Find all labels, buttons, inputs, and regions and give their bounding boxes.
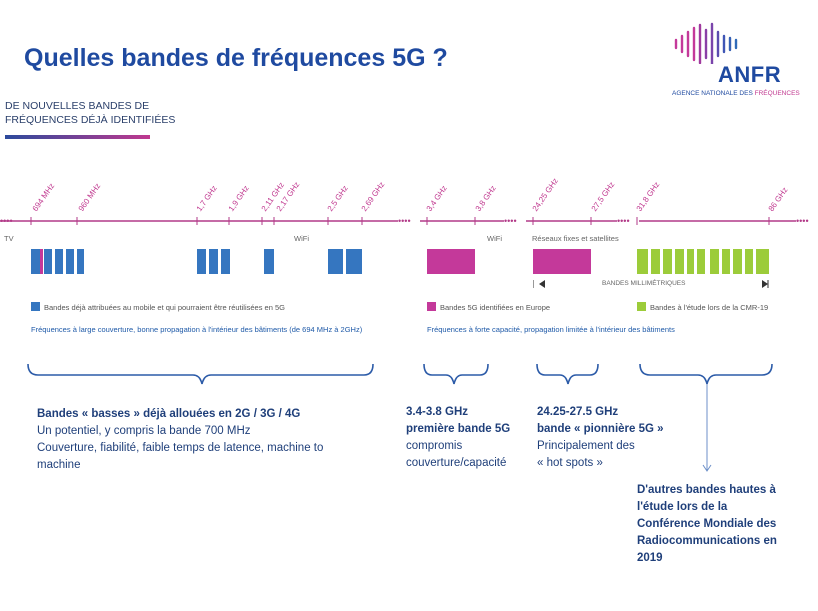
group-low-line-2: Couverture, fiabilité, faible temps de l… [37,442,324,454]
group-mid-title-2: première bande 5G [406,423,511,435]
band-blue [264,249,274,274]
subtitle-line-2: FRÉQUENCES DÉJÀ IDENTIFIÉES [5,114,176,126]
group-mm-title-1: 24.25-27.5 GHz [537,406,619,418]
band-pink-700 [40,249,43,274]
legend-pink-text: Bandes 5G identifiées en Europe [440,303,551,312]
band-blue [55,249,63,274]
tick-label: 27,5 GHz [589,180,617,213]
wifi-label-1: WiFi [294,234,309,243]
axis-break-mid2-icon: •••• [504,216,517,226]
tick-label: 2,69 GHz [359,180,387,213]
brace-other [639,363,773,385]
group-low-title: Bandes « basses » déjà allouées en 2G / … [37,408,301,420]
axis-break-mid3-icon: •••• [617,216,630,226]
axis-break-left-icon: •••• [0,216,13,226]
band-green [675,249,684,274]
band-green [745,249,753,274]
fixed-satellite-label: Réseaux fixes et satellites [532,234,619,243]
group-mid-line-1: compromis [406,440,463,452]
axis-break-right-icon: •••• [796,216,809,226]
band-blue [328,249,343,274]
frequency-axis: •••• •••• •••• •••• •••• [0,216,818,226]
subtitle-underline [5,135,150,139]
band-green [756,249,769,274]
band-green [663,249,672,274]
tick-label: 86 GHz [766,185,790,213]
tick-label: 960 MHz [76,181,103,213]
tick-label: 1,7 GHz [194,183,219,213]
band-green [651,249,660,274]
anfr-wave-logo-icon [674,22,738,64]
page-title: Quelles bandes de fréquences 5G ? [24,44,448,72]
band-blue [346,249,362,274]
band-blue [209,249,218,274]
band-green [722,249,730,274]
tv-label: TV [4,234,14,243]
band-green [733,249,742,274]
band-blue [221,249,230,274]
band-pink-3-4-3-8 [427,249,475,274]
legend-swatch-pink [427,302,436,311]
logo-subtitle-highlight: FRÉQUENCES [754,90,800,97]
group-mid-text: 3.4-3.8 GHz première bande 5G compromis … [406,404,510,472]
band-green [697,249,705,274]
brace-mid [423,363,489,385]
legend-green-text: Bandes à l'étude lors de la CMR-19 [650,303,769,312]
group-other-line-5: 2019 [637,552,663,564]
tick-label: 694 MHz [30,181,57,213]
group-other-line-1: D'autres bandes hautes à [637,484,776,496]
group-low-line-1: Un potentiel, y compris la bande 700 MHz [37,425,251,437]
note-high-frequencies: Fréquences à forte capacité, propagation… [427,325,675,334]
legend-blue-text: Bandes déjà attribuées au mobile et qui … [44,303,285,312]
legend-swatch-blue [31,302,40,311]
tick-label: 3,4 GHz [424,183,449,213]
brace-mm [536,363,599,385]
down-arrow-icon [702,390,712,472]
tick-label: 3,8 GHz [473,183,498,213]
group-mm-line-1: Principalement des [537,440,635,452]
mmwave-range-arrow-icon [533,280,769,288]
band-green [710,249,719,274]
section-subtitle: DE NOUVELLES BANDES DE FRÉQUENCES DÉJÀ I… [5,99,175,127]
band-blue [66,249,74,274]
logo-subtitle-prefix: AGENCE NATIONALE DES [672,90,755,97]
band-blue [44,249,52,274]
wifi-label-2: WiFi [487,234,502,243]
group-low-text: Bandes « basses » déjà allouées en 2G / … [37,406,323,474]
group-mm-text: 24.25-27.5 GHz bande « pionnière 5G » Pr… [537,404,664,472]
brace-low [27,363,374,385]
group-other-line-4: Radiocommunications en [637,535,777,547]
group-other-line-3: Conférence Mondiale des [637,518,777,530]
group-mid-title-1: 3.4-3.8 GHz [406,406,468,418]
note-low-frequencies: Fréquences à large couverture, bonne pro… [31,325,363,334]
band-blue [31,249,40,274]
group-mm-line-2: « hot spots » [537,457,603,469]
logo-subtitle: AGENCE NATIONALE DES FRÉQUENCES [672,90,800,97]
tick-label: 2,5 GHz [325,183,350,213]
group-mid-line-2: couverture/capacité [406,457,507,469]
band-blue [197,249,206,274]
tick-label: 1,9 GHz [226,183,251,213]
band-green [637,249,648,274]
mmwave-label: BANDES MILLIMÉTRIQUES [602,280,686,287]
band-green [687,249,694,274]
band-pink-24-25-27-5 [533,249,591,274]
group-other-text: D'autres bandes hautes à l'étude lors de… [637,482,777,567]
tick-label: 31,8 GHz [634,180,662,213]
group-braces [27,363,773,392]
tick-label: 24,25 GHz [530,176,560,213]
group-low-line-3: machine [37,459,81,471]
group-mm-title-2: bande « pionnière 5G » [537,423,664,435]
group-other-line-2: l'étude lors de la [637,501,728,513]
band-blue [77,249,84,274]
axis-break-mid1-icon: •••• [398,216,411,226]
legend-swatch-green [637,302,646,311]
logo-name: ANFR [718,62,782,87]
subtitle-line-1: DE NOUVELLES BANDES DE [5,100,150,112]
